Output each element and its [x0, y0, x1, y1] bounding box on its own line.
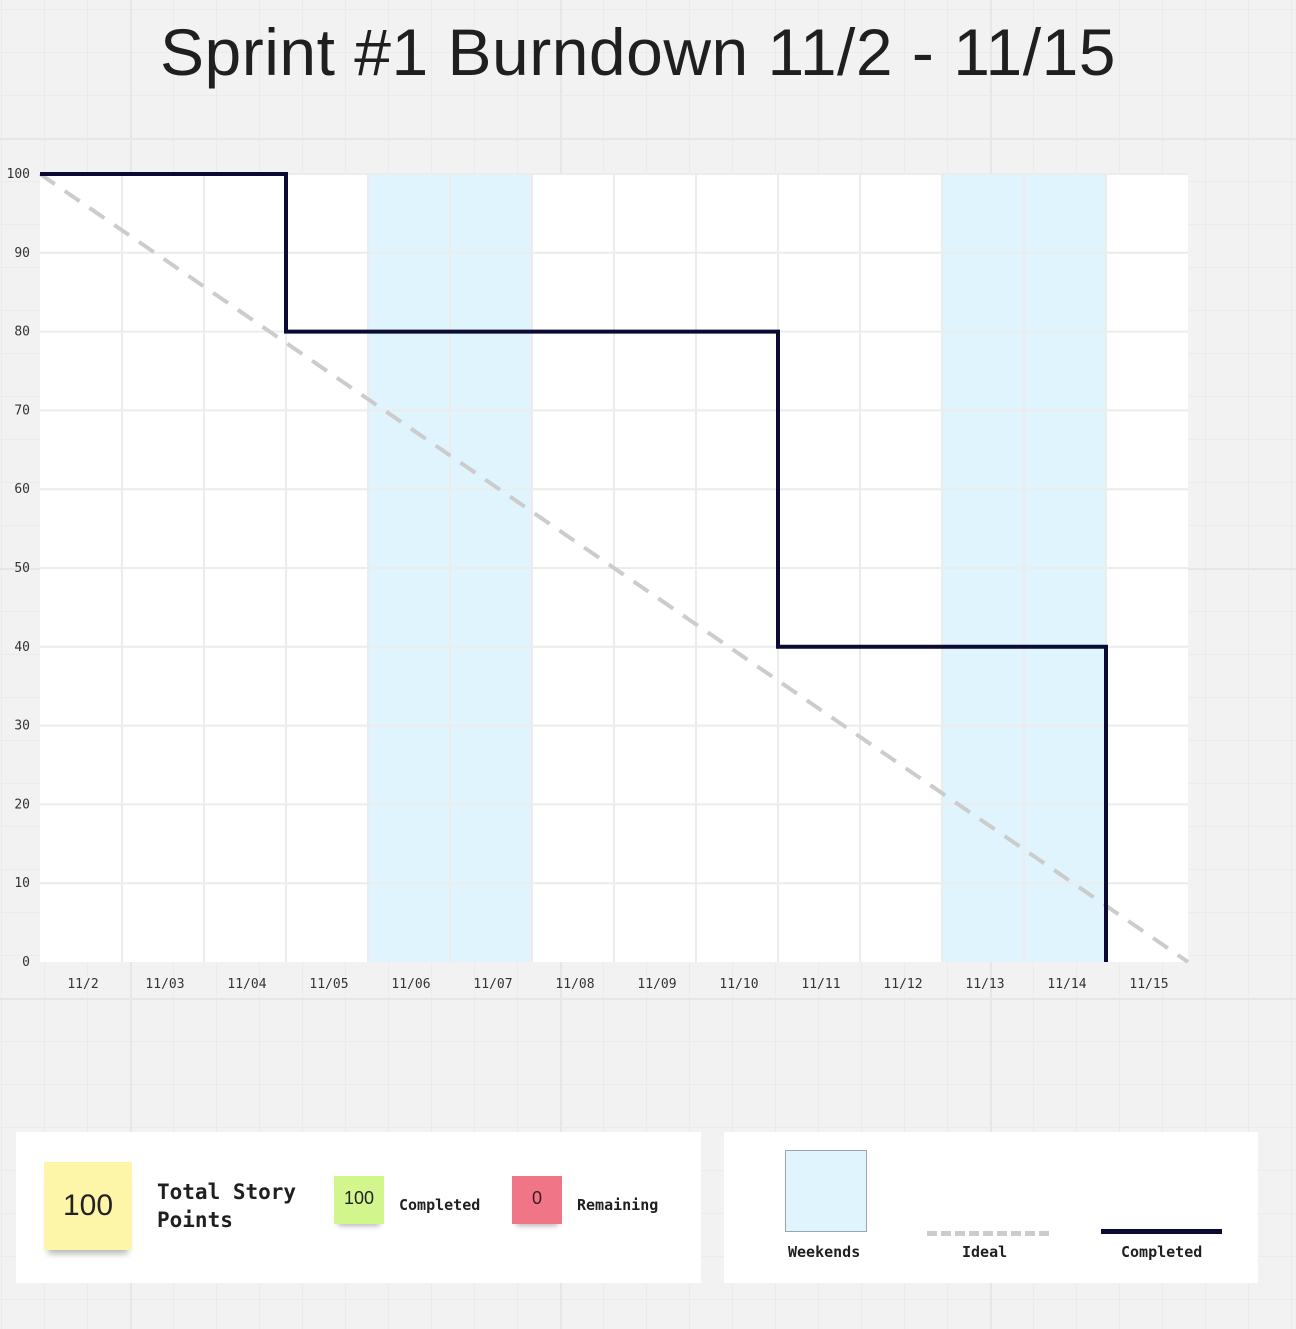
- remaining-label: Remaining: [577, 1196, 659, 1214]
- x-tick-label: 11/12: [883, 977, 922, 992]
- x-tick-label: 11/09: [637, 977, 676, 992]
- completed-line: [40, 172, 1108, 962]
- y-tick-label: 60: [14, 482, 30, 497]
- y-tick-label: 20: [14, 797, 30, 812]
- total-points-sticky: 100: [44, 1162, 132, 1250]
- x-tick-label: 11/11: [801, 977, 840, 992]
- x-tick-label: 11/2: [67, 977, 98, 992]
- completed-label: Completed: [399, 1196, 481, 1214]
- legend-card: Weekends Ideal Completed: [724, 1132, 1258, 1283]
- x-axis-ticks: 11/2 11/03 11/04 11/05 11/06 11/07 11/08 11/09 1…: [67, 977, 1168, 992]
- y-tick-label: 90: [14, 246, 30, 261]
- y-tick-label: 70: [14, 403, 30, 418]
- ideal-legend-label: Ideal: [962, 1243, 1008, 1261]
- y-tick-label: 100: [7, 167, 30, 182]
- completed-line-group: [40, 172, 1108, 962]
- x-tick-label: 11/04: [227, 977, 266, 992]
- total-points-label: Total Story Points: [157, 1180, 297, 1232]
- y-tick-label: 80: [14, 325, 30, 340]
- ideal-line: [38, 172, 1190, 964]
- y-tick-label: 40: [14, 640, 30, 655]
- x-tick-label: 11/07: [473, 977, 512, 992]
- x-tick-label: 11/10: [719, 977, 758, 992]
- weekends-legend-swatch: [785, 1150, 867, 1232]
- completed-legend-line: [1101, 1229, 1222, 1234]
- x-tick-label: 11/03: [145, 977, 184, 992]
- y-tick-label: 30: [14, 719, 30, 734]
- ideal-legend-line: [927, 1231, 1049, 1236]
- x-tick-label: 11/05: [309, 977, 348, 992]
- y-tick-label: 10: [14, 876, 30, 891]
- x-tick-label: 11/14: [1047, 977, 1086, 992]
- completed-legend-label: Completed: [1121, 1243, 1203, 1261]
- x-tick-label: 11/13: [965, 977, 1004, 992]
- y-tick-label: 0: [22, 955, 30, 970]
- y-tick-label: 50: [14, 561, 30, 576]
- x-tick-label: 11/06: [391, 977, 430, 992]
- x-tick-label: 11/15: [1129, 977, 1168, 992]
- x-tick-label: 11/08: [555, 977, 594, 992]
- ideal-line-group: [38, 172, 1190, 964]
- chart-title: Sprint #1 Burndown 11/2 - 11/15: [160, 15, 1116, 89]
- completed-sticky: 100: [334, 1176, 384, 1224]
- summary-card: 100 Total Story Points 100 Completed 0 R…: [16, 1132, 701, 1283]
- weekends-legend-label: Weekends: [788, 1243, 861, 1261]
- remaining-sticky: 0: [512, 1176, 562, 1224]
